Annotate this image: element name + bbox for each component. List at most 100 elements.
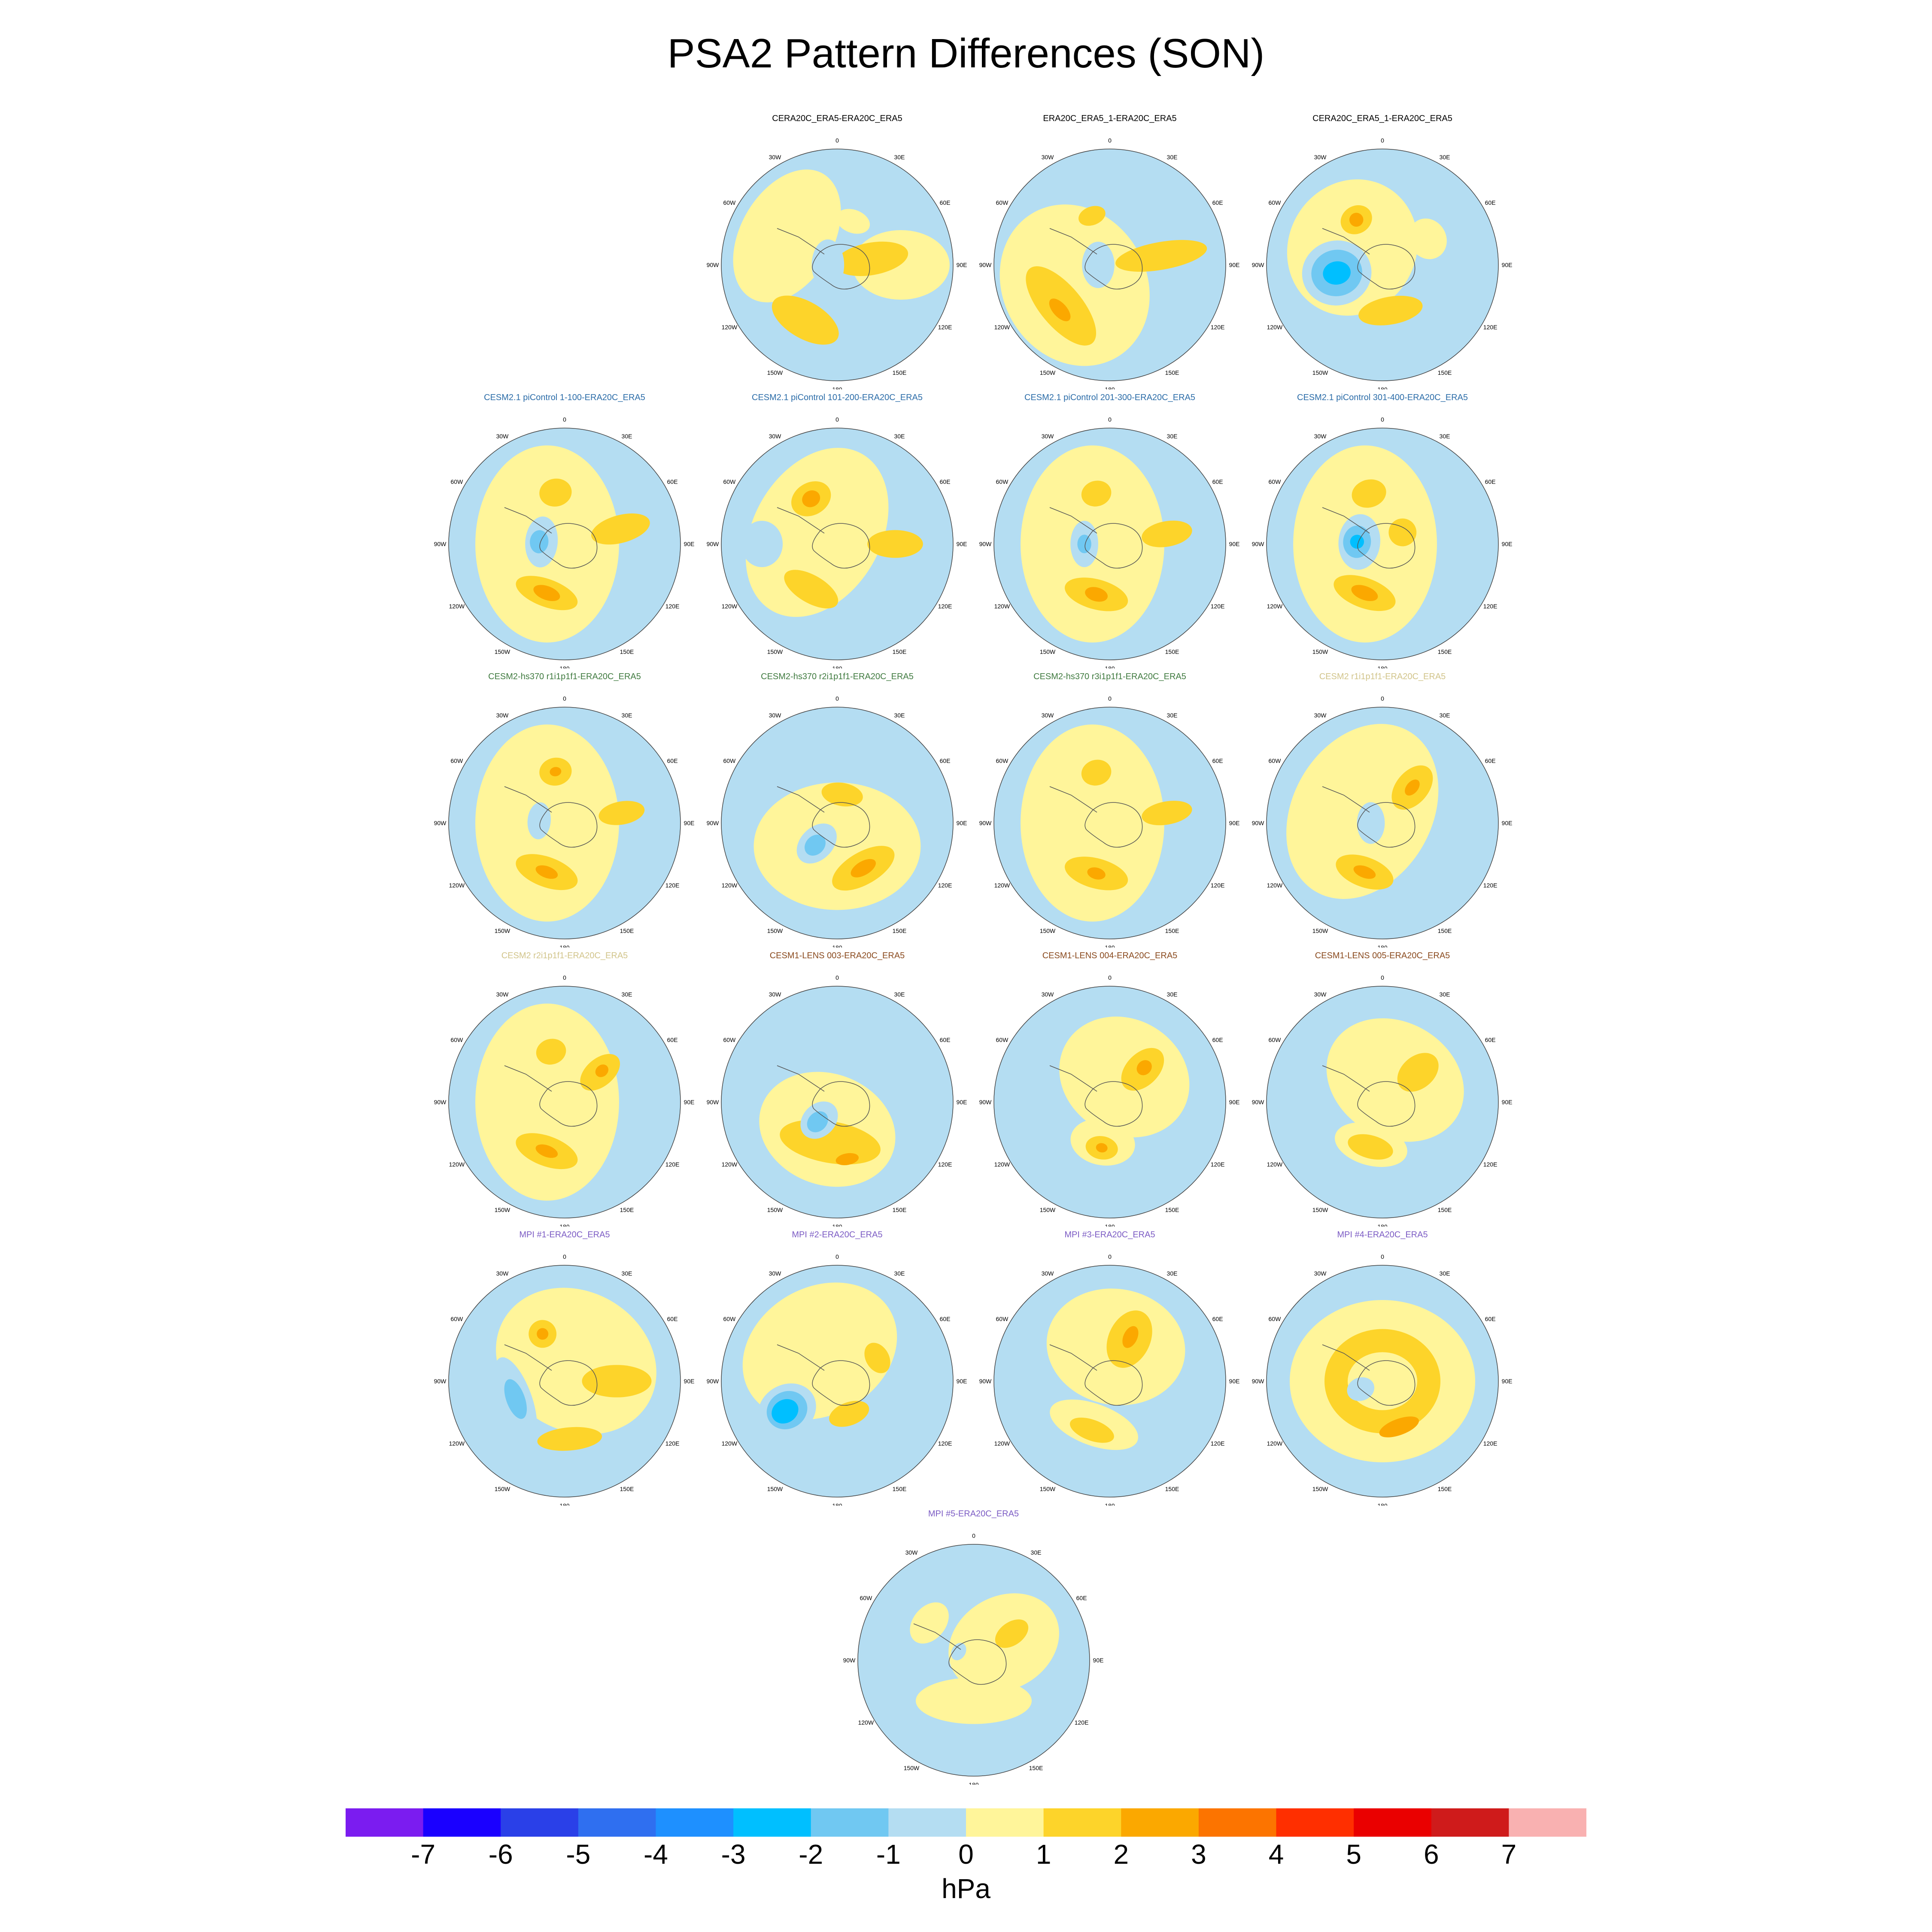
longitude-label: 30W	[769, 433, 782, 440]
longitude-label: 60W	[996, 1036, 1009, 1043]
colorbar-segment	[1276, 1808, 1354, 1837]
longitude-label: 60E	[1212, 199, 1223, 206]
positive-anomaly-contour	[1142, 520, 1192, 547]
longitude-label: 120E	[1483, 1440, 1498, 1447]
peninsula-coastline	[504, 507, 552, 534]
map-panel: CESM2-hs370 r3i1p1f1-ERA20C_ERA5 0 30E 60E 9…	[977, 672, 1243, 948]
longitude-label: 90W	[707, 820, 720, 826]
longitude-label: 60E	[940, 1315, 951, 1322]
longitude-label: 120E	[1483, 882, 1498, 889]
longitude-label: 180	[1377, 1502, 1388, 1506]
longitude-label: 180	[1377, 1223, 1388, 1227]
polar-map: 0 30E 60E 90E 120E 150E 180 150W 120W 90W 60W 30W	[1252, 695, 1513, 948]
longitude-label: 180	[832, 1223, 842, 1227]
longitude-label: 120W	[722, 882, 738, 889]
colorbar-tick-label: -2	[799, 1839, 823, 1870]
longitude-label: 150E	[1029, 1765, 1043, 1771]
longitude-label: 90E	[1502, 1378, 1513, 1385]
longitude-label: 30E	[894, 1270, 905, 1277]
positive-anomaly-contour	[851, 859, 876, 878]
positive-anomaly-contour	[1397, 1053, 1439, 1092]
longitude-label: 120W	[722, 1440, 738, 1447]
longitude-label: 120W	[994, 882, 1010, 889]
colorbar-segment	[578, 1808, 656, 1837]
longitude-label: 120E	[1211, 324, 1225, 331]
positive-anomaly-contour	[835, 241, 908, 276]
longitude-label: 90W	[979, 1099, 992, 1106]
longitude-label: 150E	[1165, 1485, 1179, 1492]
longitude-label: 0	[835, 974, 839, 981]
longitude-label: 150W	[767, 927, 783, 934]
map-panel: CESM2 r2i1p1f1-ERA20C_ERA5 0 30E 60E 90E 120E…	[431, 951, 698, 1227]
antarctica-coastline	[1357, 523, 1416, 569]
panel-title: CESM2.1 piControl 301-400-ERA20C_ERA5	[1297, 393, 1468, 402]
longitude-label: 180	[559, 1502, 570, 1506]
positive-anomaly-contour	[864, 1343, 890, 1373]
peninsula-coastline	[777, 1065, 825, 1092]
longitude-label: 180	[832, 386, 842, 389]
antarctica-coastline	[812, 1081, 870, 1127]
panel-title: CESM2 r1i1p1f1-ERA20C_ERA5	[1319, 672, 1446, 681]
longitude-label: 0	[563, 1253, 566, 1260]
map-border	[448, 986, 681, 1218]
longitude-label: 150E	[1438, 1485, 1452, 1492]
longitude-label: 90W	[1252, 261, 1265, 268]
map-panel: CERA20C_ERA5_1-ERA20C_ERA5 0 30E 60E 90E 120E…	[1249, 114, 1516, 389]
longitude-label: 120E	[938, 603, 952, 610]
longitude-label: 180	[1377, 665, 1388, 668]
map-border	[721, 149, 954, 381]
longitude-label: 120W	[722, 603, 738, 610]
longitude-label: 0	[1381, 974, 1384, 981]
antarctica-coastline	[1357, 1081, 1416, 1127]
colorbar-segment	[423, 1808, 501, 1837]
longitude-label: 90W	[434, 1378, 447, 1385]
polar-map: 0 30E 60E 90E 120E 150E 180 150W 120W 90W 60W 30W	[434, 1253, 695, 1506]
longitude-label: 30W	[496, 1270, 509, 1277]
panel-title: CESM1-LENS 004-ERA20C_ERA5	[1042, 951, 1178, 960]
map-panel: CESM2.1 piControl 201-300-ERA20C_ERA5 0 30…	[977, 393, 1243, 668]
peninsula-coastline	[913, 1623, 961, 1650]
positive-anomaly-contour	[745, 448, 889, 617]
negative-anomaly-contour	[951, 1643, 966, 1661]
longitude-label: 60E	[667, 478, 678, 485]
peninsula-coastline	[777, 507, 825, 534]
longitude-label: 90W	[707, 541, 720, 547]
longitude-label: 60W	[996, 757, 1009, 764]
positive-anomaly-contour	[829, 1400, 869, 1427]
polar-map: 0 30E 60E 90E 120E 150E 180 150W 120W 90W 60W 30W	[843, 1532, 1103, 1785]
polar-map: 0 30E 60E 90E 120E 150E 180 150W 120W 90W 60W 30W	[434, 695, 695, 948]
map-panel: MPI #5-ERA20C_ERA5 0 30E 60E 90E 120E 150E 180 1…	[841, 1509, 1107, 1785]
positive-anomaly-contour	[821, 782, 863, 807]
longitude-label: 150W	[1312, 1485, 1328, 1492]
longitude-label: 60W	[1269, 757, 1282, 764]
longitude-label: 120W	[722, 1161, 738, 1168]
longitude-label: 90W	[979, 820, 992, 826]
colorbar-segment	[1043, 1808, 1121, 1837]
longitude-label: 90W	[1252, 820, 1265, 826]
longitude-label: 150E	[620, 1206, 634, 1213]
antarctica-coastline	[1357, 802, 1416, 848]
positive-anomaly-contour	[1115, 240, 1207, 272]
longitude-label: 180	[1105, 1502, 1115, 1506]
longitude-label: 30E	[622, 433, 632, 440]
positive-anomaly-contour	[1352, 479, 1386, 508]
longitude-label: 30E	[1440, 712, 1450, 719]
longitude-label: 120E	[665, 1440, 680, 1447]
longitude-label: 60W	[451, 1036, 464, 1043]
negative-anomaly-contour	[772, 1399, 799, 1424]
longitude-label: 90E	[957, 1378, 967, 1385]
panel-title: CESM2.1 piControl 1-100-ERA20C_ERA5	[484, 393, 645, 402]
longitude-label: 30E	[1440, 433, 1450, 440]
colorbar-tick-label: -6	[488, 1839, 513, 1870]
longitude-label: 0	[835, 416, 839, 423]
longitude-label: 60E	[940, 1036, 951, 1043]
panel-title: MPI #2-ERA20C_ERA5	[792, 1230, 883, 1239]
longitude-label: 120E	[1483, 324, 1498, 331]
longitude-label: 30E	[1030, 1549, 1041, 1556]
colorbar-segment	[501, 1808, 579, 1837]
longitude-label: 120E	[938, 1161, 952, 1168]
antarctica-coastline	[812, 1360, 870, 1406]
longitude-label: 150E	[620, 927, 634, 934]
map-border	[993, 707, 1226, 939]
longitude-label: 150W	[1312, 927, 1328, 934]
